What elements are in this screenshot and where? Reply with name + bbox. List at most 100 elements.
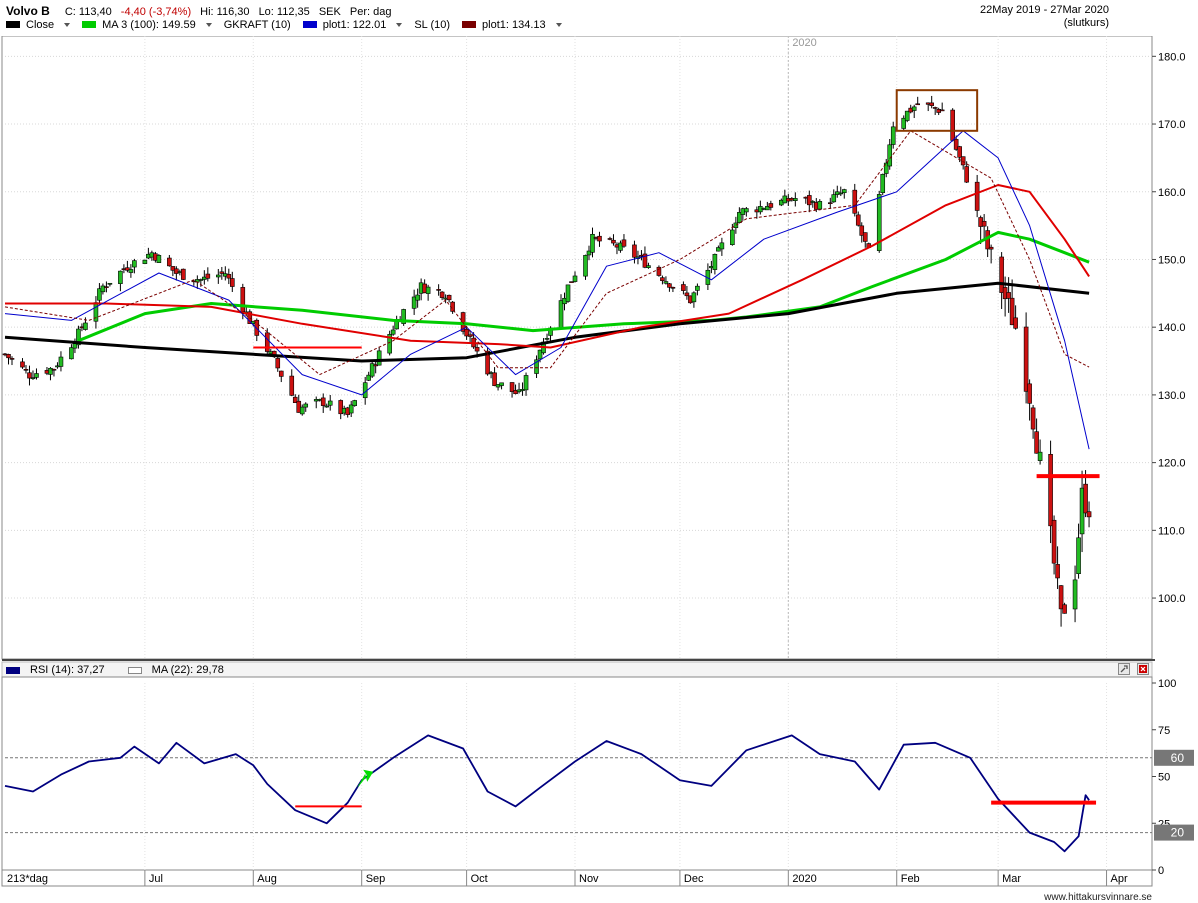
candle-body (642, 253, 648, 268)
candle-body (240, 287, 246, 313)
candle-body (793, 198, 798, 201)
rsi-tick-label: 0 (1158, 865, 1164, 877)
overlay-series-3 (4, 130, 1090, 450)
legend-item-1[interactable]: MA 3 (100): 149.59 (82, 19, 218, 31)
candle-body (932, 107, 938, 109)
candle-body (1083, 483, 1088, 514)
candle-body (859, 225, 865, 236)
legend-item-2: GKRAFT (10) (224, 19, 297, 31)
low-value: Lo: 112,35 (258, 6, 310, 18)
watermark: www.hittakursvinnare.se (1044, 892, 1152, 903)
legend-item-0[interactable]: Close (6, 19, 76, 31)
candle-body (999, 256, 1004, 293)
x-tick-label: Dec (684, 873, 704, 885)
candle-body (607, 238, 613, 240)
candle-body (436, 289, 441, 291)
candle-body (6, 354, 11, 359)
price-tick-label: 140.0 (1158, 322, 1186, 334)
rsi-ma-label: MA (22): 29,78 (151, 664, 224, 676)
candle-body (167, 257, 172, 267)
legend-item-3[interactable]: plot1: 122.01 (302, 19, 409, 31)
rsi-tick-label: 100 (1158, 678, 1176, 690)
candle-body (289, 375, 295, 396)
candle-body (83, 322, 88, 330)
green-arrow-icon (357, 769, 374, 788)
x-tick-label: Jul (149, 873, 163, 885)
candle-body (855, 214, 861, 226)
candle-body (988, 246, 994, 250)
close-panel-icon[interactable] (1137, 663, 1149, 675)
candle-body (1051, 519, 1057, 564)
rsi-ma-swatch (127, 666, 142, 674)
price-panel-border (1, 35, 1153, 660)
candle-body (1072, 579, 1078, 610)
overlay-series-4 (4, 130, 1090, 376)
legend-label: Close (26, 19, 55, 31)
candle-body (1006, 292, 1011, 299)
candle-body (950, 109, 955, 141)
candle-body (569, 281, 574, 283)
x-tick-label: Aug (257, 873, 277, 885)
candle-body (572, 275, 578, 282)
price-tick-label: 100.0 (1158, 593, 1186, 605)
candle-body (719, 242, 725, 250)
candle-body (691, 292, 697, 303)
chevron-down-icon[interactable] (555, 23, 562, 28)
price-type: (slutkurs) (1063, 17, 1109, 29)
candle-body (597, 235, 602, 242)
x-tick-label: 2020 (792, 873, 816, 885)
candle-body (303, 403, 309, 408)
candle-body (558, 300, 564, 330)
candle-body (806, 195, 812, 206)
bars-count-label: 213*dag (7, 873, 48, 885)
chevron-down-icon[interactable] (64, 23, 71, 28)
candle-body (492, 372, 497, 386)
chevron-down-icon[interactable] (396, 23, 403, 28)
candle-body (939, 109, 945, 112)
date-range: 22May 2019 - 27Mar 2020 (979, 4, 1109, 16)
candle-body (390, 329, 396, 335)
date-range-block: 22May 2019 - 27Mar 2020 (slutkurs) (980, 4, 1109, 30)
candle-body (883, 162, 889, 174)
candle-body (656, 266, 662, 276)
rsi-swatch (6, 666, 20, 674)
candle-body (841, 189, 847, 194)
candle-body (590, 233, 595, 253)
candle-body (660, 277, 665, 281)
candle-body (737, 212, 742, 224)
high-value: Hi: 116,30 (200, 6, 250, 18)
candle-body (876, 194, 882, 251)
candle-body (128, 269, 134, 273)
candle-body (611, 239, 616, 244)
candle-body (216, 274, 221, 278)
x-tick-label: Apr (1111, 873, 1128, 885)
candle-body (48, 367, 53, 375)
chevron-down-icon[interactable] (205, 23, 212, 28)
candle-body (915, 103, 921, 106)
candle-body (230, 278, 235, 287)
wrench-icon[interactable] (1118, 663, 1130, 675)
rsi-level-badge (1154, 824, 1194, 841)
candle-body (887, 144, 893, 167)
candle-body (583, 255, 588, 277)
price-tick-label: 120.0 (1158, 458, 1186, 470)
candle-body (544, 338, 550, 340)
rsi-series-0 (4, 734, 1090, 853)
candle-body (646, 265, 651, 269)
candle-body (1013, 317, 1018, 329)
candle-body (23, 369, 29, 371)
candle-body (1086, 511, 1092, 518)
candle-body (292, 396, 298, 404)
candle-body (198, 279, 204, 281)
candle-body (852, 189, 858, 214)
candle-body (278, 370, 284, 377)
candle-body (156, 255, 162, 263)
rsi-level-badge (1154, 749, 1194, 766)
legend-item-5[interactable]: plot1: 134.13 (462, 19, 568, 31)
candle-body (181, 268, 186, 280)
rsi-tick-label: 50 (1158, 772, 1170, 784)
price-tick-label: 150.0 (1158, 254, 1186, 266)
candle-body (765, 206, 770, 211)
candle-body (1058, 585, 1064, 610)
